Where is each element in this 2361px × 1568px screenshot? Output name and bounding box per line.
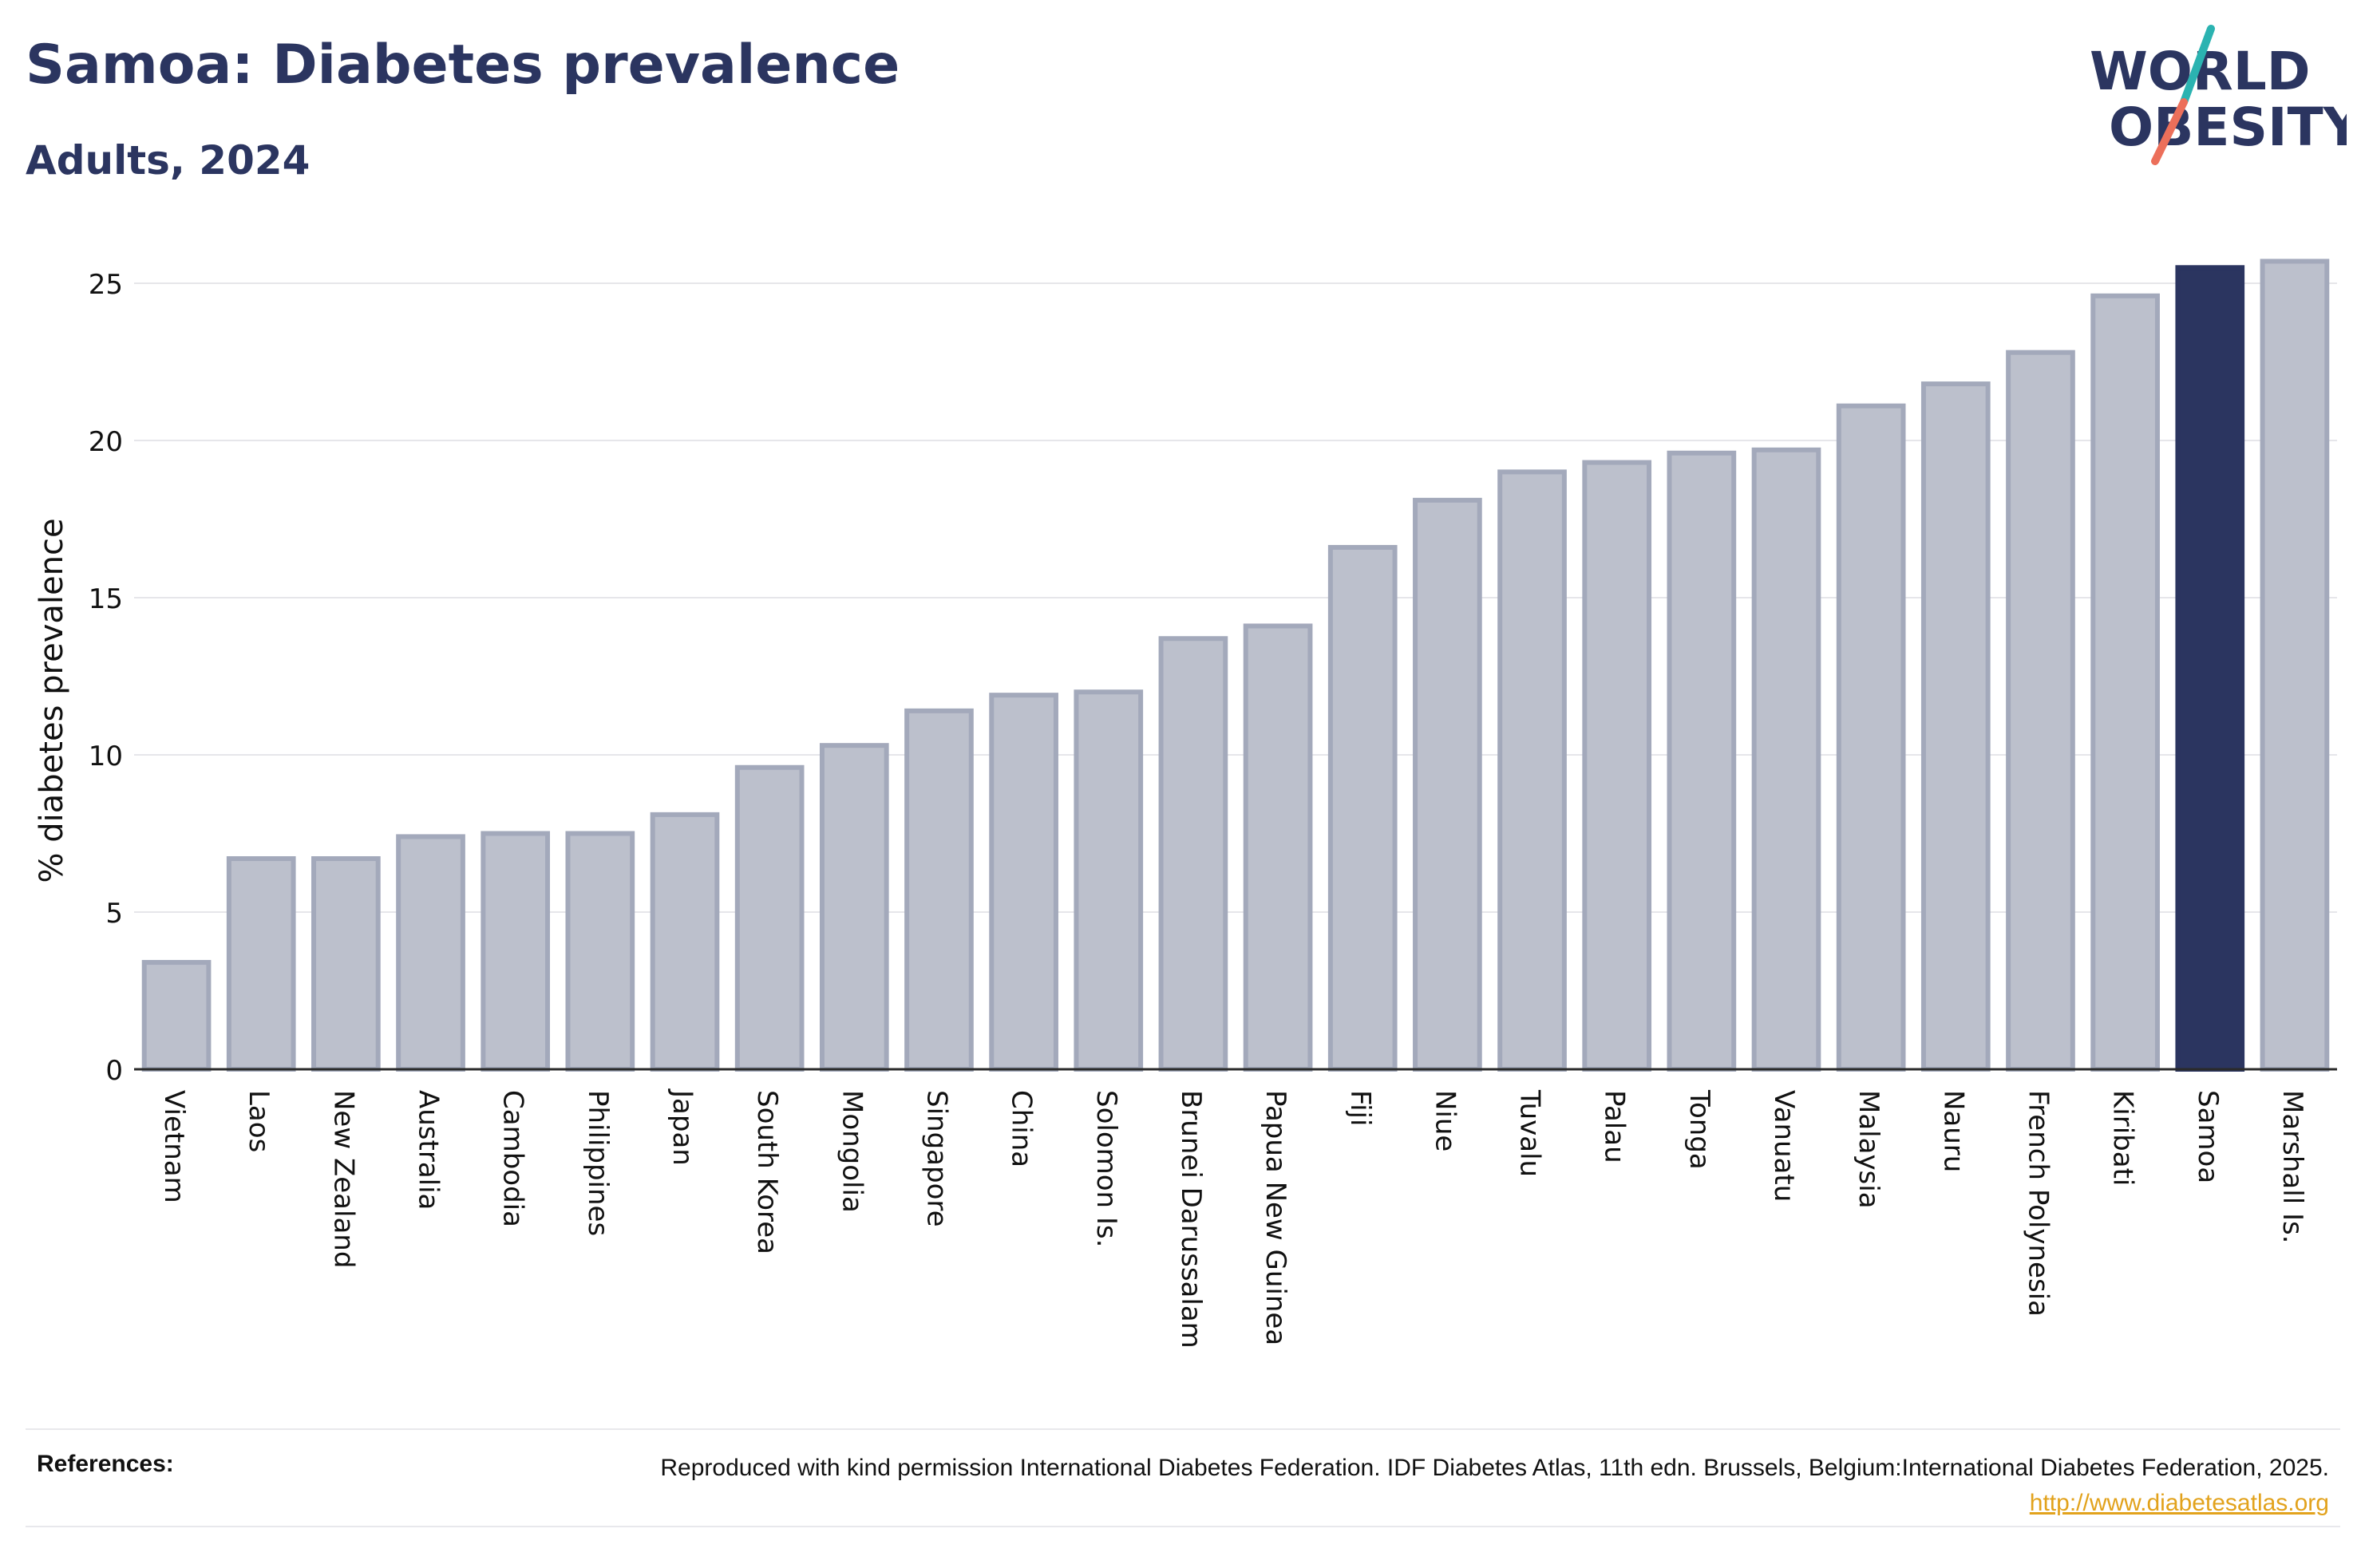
y-tick-label: 10 [89,741,123,772]
bar-kiribati [2090,293,2160,1072]
x-tick-label: Malaysia [1853,1090,1884,1209]
x-tick-label: Marshall Is. [2276,1090,2308,1244]
x-tick-label: Tuvalu [1514,1089,1546,1177]
x-tick-label: Vietnam [158,1090,190,1203]
bar-china [989,693,1058,1072]
logo-slash-coral [2151,98,2188,165]
x-tick-label: Kiribati [2107,1090,2139,1186]
x-tick-label: Niue [1429,1090,1461,1151]
y-tick-label: 5 [105,898,123,930]
reference-text: Reproduced with kind permission Internat… [660,1455,2329,1481]
bar-brunei-darussalam [1158,636,1228,1072]
x-tick-label: Nauru [1937,1090,1969,1172]
bar-tonga [1667,450,1737,1072]
x-axis-ticks: Vietnam Laos New Zealand Australia Cambodia P… [158,1088,2308,1349]
x-tick-label: Japan [666,1088,698,1166]
y-tick-label: 15 [89,583,123,615]
bar-samoa [2175,265,2245,1072]
x-tick-label: Vanuatu [1768,1090,1800,1202]
chart-title: Samoa: Diabetes prevalence [26,34,900,97]
chart-subtitle: Adults, 2024 [26,137,310,184]
bar-south-korea [734,764,805,1072]
bar-french-polynesia [2006,350,2075,1072]
world-obesity-logo: WORLD OBESITY [2090,25,2347,165]
x-tick-label: Solomon Is. [1090,1090,1122,1247]
x-tick-label: Philippines [582,1090,614,1236]
bar-mongolia [819,743,889,1072]
x-tick-label: Samoa [2192,1090,2224,1183]
x-tick-label: South Korea [751,1090,783,1254]
bar-tuvalu [1497,469,1567,1072]
bar-chart: 0 5 10 15 20 25 Vietnam Laos New Zealand Austral… [34,259,2337,1349]
y-tick-label: 0 [105,1055,123,1087]
x-tick-label: Laos [243,1090,275,1152]
bar-vietnam [141,960,212,1072]
bar-palau [1582,460,1652,1072]
x-tick-label: China [1006,1090,1038,1167]
x-tick-label: Australia [413,1090,445,1210]
bar-malaysia [1836,403,1906,1072]
bars [141,259,2330,1072]
x-tick-label: French Polynesia [2022,1090,2054,1317]
x-tick-label: Tonga [1683,1089,1715,1170]
x-tick-label: New Zealand [327,1090,359,1268]
footer-top-rule [26,1428,2340,1430]
x-tick-label: Fiji [1344,1090,1376,1126]
logo-slash-teal [2180,25,2215,106]
x-tick-label: Singapore [920,1090,952,1227]
references-label: References: [37,1451,174,1477]
bar-australia [396,834,465,1072]
reference-text-block: Reproduced with kind permission Internat… [653,1451,2329,1521]
bar-fiji [1327,544,1398,1072]
x-tick-label: Papua New Guinea [1260,1090,1291,1345]
bar-solomon-is [1074,689,1144,1072]
bar-laos [226,856,296,1072]
y-tick-label: 20 [89,426,123,458]
bar-japan [650,812,720,1072]
y-axis-label: % diabetes prevalence [34,518,70,883]
x-tick-label: Cambodia [497,1090,529,1227]
footer-bottom-rule [26,1526,2340,1527]
logo-word-obesity: OBESITY [2109,97,2347,158]
bar-vanuatu [1751,447,1821,1072]
bar-singapore [904,708,974,1072]
bar-new-zealand [311,856,381,1072]
bar-papua-new-guinea [1243,623,1313,1072]
y-axis-ticks: 0 5 10 15 20 25 [89,269,123,1087]
x-tick-label: Palau [1599,1090,1631,1163]
bar-philippines [565,831,635,1072]
x-tick-label: Brunei Darussalam [1175,1090,1207,1349]
reference-link[interactable]: http://www.diabetesatlas.org [2029,1490,2329,1516]
bar-marshall-is [2260,259,2330,1072]
bar-cambodia [481,831,551,1072]
y-tick-label: 25 [89,269,123,301]
bar-nauru [1920,381,1991,1072]
x-tick-label: Mongolia [836,1090,868,1213]
bar-niue [1413,497,1482,1072]
